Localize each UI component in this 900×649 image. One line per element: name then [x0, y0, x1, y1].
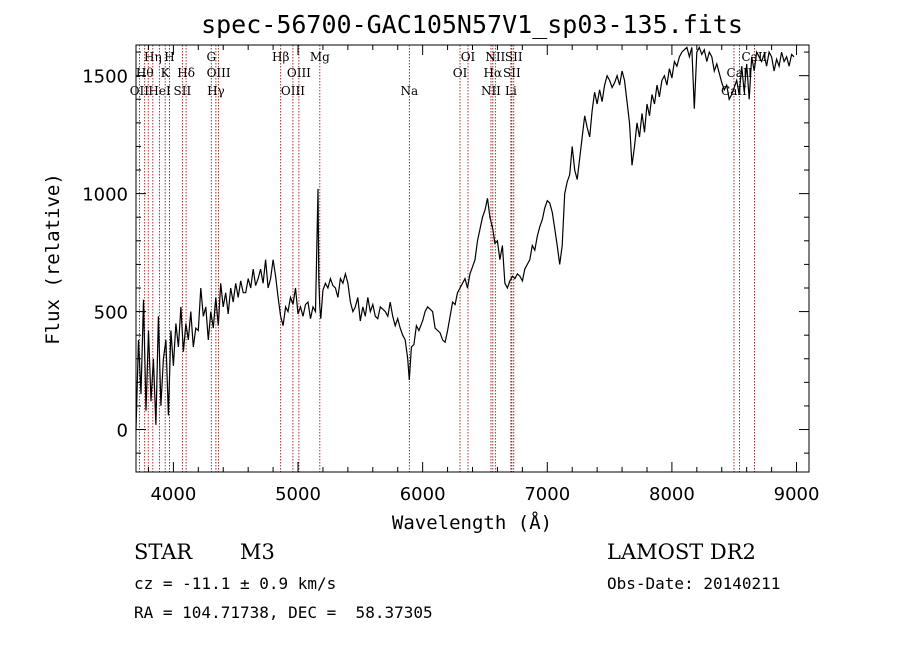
marker-label: SII	[174, 84, 192, 98]
marker-label: Hγ	[207, 84, 225, 98]
marker-label: K	[161, 66, 171, 80]
marker-label: Hδ	[177, 66, 195, 80]
marker-label: NII	[485, 50, 505, 64]
marker-label: Na	[400, 84, 418, 98]
marker-label: SII	[505, 50, 523, 64]
y-tick-label: 1000	[82, 185, 128, 206]
x-tick-label: 6000	[400, 484, 446, 505]
y-tick-label: 0	[117, 421, 128, 442]
y-axis-label: Flux (relative)	[42, 173, 64, 345]
line-markers: OII Hθ Hη HeI KH SII Hδ G Hγ OIII Hβ OIII OIII Mg Na OI…	[130, 45, 768, 472]
marker-label: OII	[130, 84, 150, 98]
redshift-info: cz = -11.1 ± 0.9 km/s	[134, 574, 337, 593]
marker-label: OIII	[281, 84, 305, 98]
y-tick-label: 500	[94, 303, 128, 324]
marker-label: Hβ	[272, 50, 289, 64]
x-tick-label: 9000	[774, 484, 820, 505]
marker-label: CaII	[727, 66, 753, 80]
marker-label: Mg	[310, 50, 330, 64]
plot-frame	[135, 44, 810, 473]
y-tick-label: 1500	[82, 67, 128, 88]
marker-label: OIII	[207, 66, 231, 80]
marker-label: OI	[461, 50, 476, 64]
marker-label: Hθ	[136, 66, 154, 80]
x-tick-label: 8000	[649, 484, 695, 505]
x-axis: 4000 5000 6000 7000 8000 9000	[147, 45, 820, 505]
chart-title: spec-56700-GAC105N57V1_sp03-135.fits	[201, 10, 743, 39]
marker-label: Hη	[144, 50, 162, 64]
spectrum-line	[135, 45, 795, 430]
marker-label: HeI	[148, 84, 171, 98]
coordinates: RA = 104.71738, DEC = 58.37305	[134, 603, 433, 622]
survey-name: LAMOST DR2	[607, 540, 756, 564]
object-subclass: M3	[240, 540, 275, 564]
marker-label: OI	[453, 66, 468, 80]
x-tick-label: 5000	[275, 484, 321, 505]
marker-label: NII	[481, 84, 501, 98]
y-axis: 0 500 1000 1500	[82, 51, 809, 454]
marker-label: Li	[505, 84, 517, 98]
marker-label: OIII	[287, 66, 311, 80]
marker-label: SII	[503, 66, 521, 80]
marker-label: H	[164, 50, 174, 64]
x-tick-label: 7000	[524, 484, 570, 505]
marker-label: Hα	[484, 66, 503, 80]
x-tick-label: 4000	[150, 484, 196, 505]
object-class: STAR	[134, 540, 193, 564]
obs-date: Obs-Date: 20140211	[607, 574, 781, 593]
marker-label: G	[206, 50, 216, 64]
x-axis-label: Wavelength (Å)	[392, 511, 552, 534]
